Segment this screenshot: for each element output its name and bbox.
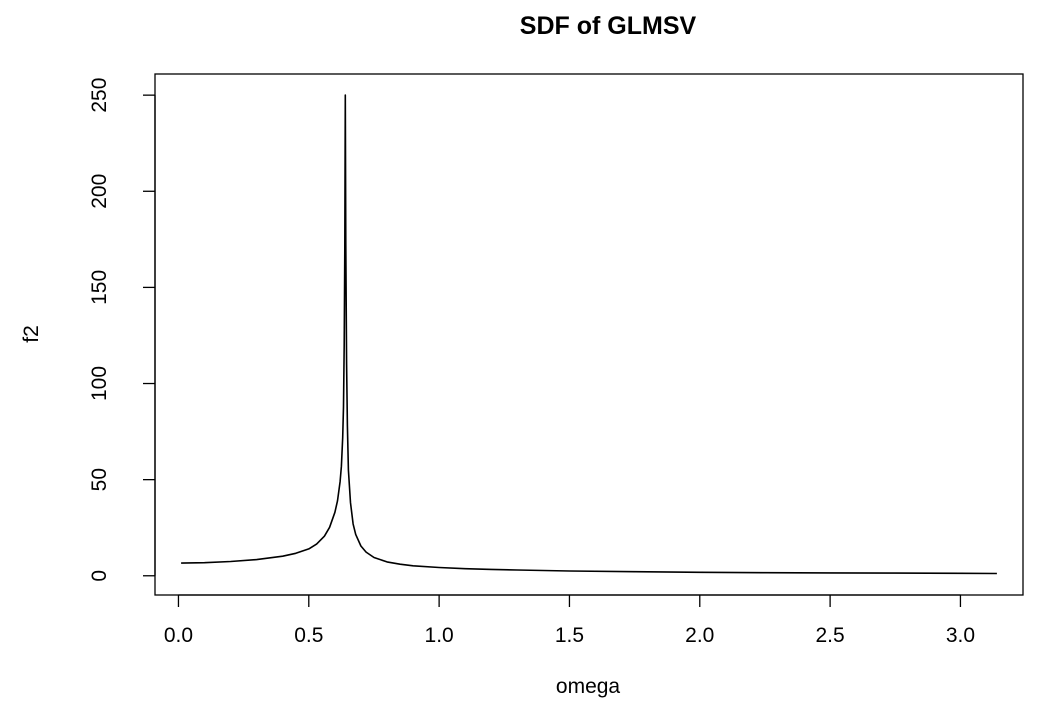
x-tick-label: 0.5: [294, 624, 323, 647]
series-line: [181, 94, 997, 575]
x-tick-label: 2.0: [685, 624, 714, 647]
y-tick-label: 0: [88, 570, 111, 582]
x-tick-label: 1.0: [425, 624, 454, 647]
x-tick-label: 1.5: [555, 624, 584, 647]
x-axis: 0.0 0.5 1.0 1.5 2.0 2.5 3.0: [164, 594, 975, 647]
y-tick-label: 200: [88, 174, 111, 209]
x-tick-label: 0.0: [164, 624, 193, 647]
y-axis: 0 50 100 150 200 250: [88, 78, 156, 582]
y-tick-label: 150: [88, 270, 111, 305]
y-tick-label: 250: [88, 78, 111, 113]
y-tick-label: 100: [88, 366, 111, 401]
y-tick-label: 50: [88, 468, 111, 491]
plot-frame: [154, 73, 1024, 596]
chart-title: SDF of GLMSV: [520, 12, 697, 40]
x-tick-label: 2.5: [816, 624, 845, 647]
x-axis-label: omega: [556, 675, 621, 698]
x-tick-label: 3.0: [946, 624, 975, 647]
y-axis-label: f2: [20, 325, 43, 343]
